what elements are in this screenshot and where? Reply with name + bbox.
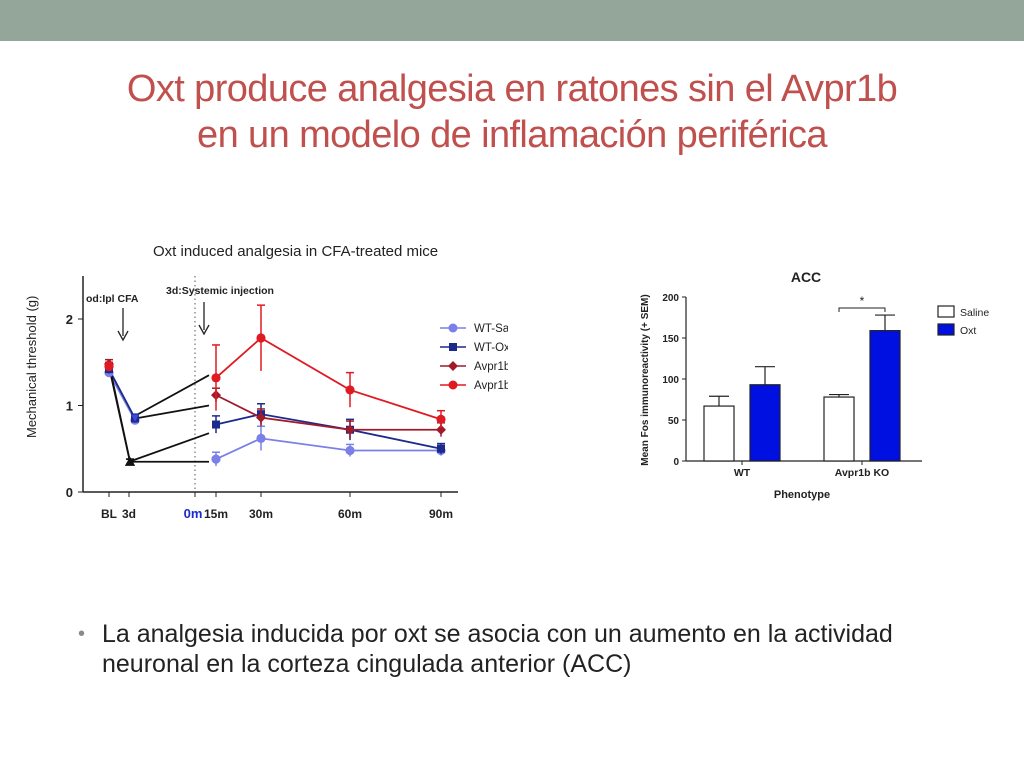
line-chart: Oxt induced analgesia in CFA-treated mic… xyxy=(24,243,508,521)
bridge-line-wt-lower xyxy=(134,404,210,420)
data-point xyxy=(436,414,446,424)
legend-marker xyxy=(448,323,458,333)
bar-chart-bars: * xyxy=(703,294,901,462)
legend-marker xyxy=(449,343,457,351)
legend-label: WT-Oxt n=12 xyxy=(474,342,508,354)
legend-label: Saline xyxy=(960,307,989,319)
data-point xyxy=(125,456,135,466)
data-point xyxy=(211,373,221,383)
bar-chart-x-label: Phenotype xyxy=(774,489,830,501)
data-point xyxy=(211,454,221,464)
bar-chart-title: ACC xyxy=(791,269,821,285)
data-point xyxy=(104,361,114,372)
y-tick-label: 150 xyxy=(662,334,679,345)
line-chart-lines xyxy=(108,336,442,463)
series-line-post xyxy=(215,413,442,450)
significance-label: * xyxy=(860,294,865,308)
legend-label: WT-Sal n=11 xyxy=(474,323,508,335)
legend-marker xyxy=(448,380,458,390)
y-tick-label: 100 xyxy=(662,375,679,386)
series-line-post xyxy=(215,336,442,421)
y-tick-label: 50 xyxy=(668,416,680,427)
legend-marker xyxy=(448,361,458,371)
line-chart-axes: 0 1 2 BL 3d 0m 15m 30m 60m 90m od:Ipl CFA 3d:System… xyxy=(66,276,458,521)
line-chart-y-label: Mechanical threshold (g) xyxy=(24,296,39,438)
data-point xyxy=(345,385,355,395)
series-line-post xyxy=(215,437,441,460)
y-tick-label: 200 xyxy=(662,293,679,304)
legend-swatch xyxy=(937,323,955,336)
slide-title-line-2: en un modelo de inflamación periférica xyxy=(197,114,828,156)
x-tick-label: 0m xyxy=(184,506,203,521)
bar xyxy=(823,396,855,462)
bullet-dot-icon: • xyxy=(78,623,86,645)
data-point xyxy=(436,424,446,435)
series-line-post xyxy=(215,394,441,431)
x-tick-label: Avpr1b KO xyxy=(835,467,889,479)
y-tick-label: 1 xyxy=(66,399,73,414)
arrow-cfa-head xyxy=(117,330,129,342)
bar xyxy=(869,330,901,462)
series-line-pre xyxy=(108,366,131,462)
x-tick-label: BL xyxy=(101,507,117,521)
significance-bracket xyxy=(838,307,886,312)
data-point xyxy=(131,414,139,422)
data-point xyxy=(345,424,355,435)
x-tick-label: 90m xyxy=(429,507,453,521)
bullet-text: La analgesia inducida por oxt se asocia … xyxy=(102,620,893,678)
slide-title: Oxt produce analgesia en ratones sin el … xyxy=(20,66,1004,158)
bar-chart-y-label: Mean Fos immunoreactivity (+ SEM) xyxy=(640,294,651,465)
legend-swatch xyxy=(937,305,955,318)
x-tick-label: 60m xyxy=(338,507,362,521)
data-point xyxy=(256,412,266,423)
legend-label: Oxt xyxy=(960,325,976,337)
x-tick-label: WT xyxy=(734,467,751,479)
y-tick-label: 2 xyxy=(66,312,73,327)
data-point xyxy=(212,420,220,429)
bar-chart: ACC Mean Fos immunoreactivity (+ SEM) Ph… xyxy=(640,269,989,501)
line-chart-marks xyxy=(104,304,446,467)
data-point xyxy=(437,444,445,453)
series-line-pre xyxy=(108,368,136,419)
slide-title-line-1: Oxt produce analgesia en ratones sin el … xyxy=(126,68,898,110)
x-tick-label: 3d xyxy=(122,507,136,521)
y-tick-label: 0 xyxy=(673,457,679,468)
line-chart-title: Oxt induced analgesia in CFA-treated mic… xyxy=(153,243,438,260)
x-tick-label: 15m xyxy=(204,507,228,521)
data-point xyxy=(256,433,266,443)
arrow-injection-head xyxy=(198,324,210,336)
bar xyxy=(749,384,781,462)
data-point xyxy=(345,445,355,456)
data-point xyxy=(256,333,266,343)
annotation-cfa: od:Ipl CFA xyxy=(86,293,139,305)
annotation-injection: 3d:Systemic injection xyxy=(166,285,274,297)
top-accent-bar xyxy=(0,0,1024,41)
bullet-point: • La analgesia inducida por oxt se asoci… xyxy=(78,619,978,679)
bridge-line-wt-upper xyxy=(134,374,210,417)
y-tick-label: 0 xyxy=(66,485,73,500)
bar xyxy=(703,405,735,462)
bar-chart-legend: Saline Oxt xyxy=(937,305,989,337)
x-tick-label: 30m xyxy=(249,507,273,521)
bridge-line-ko-upper xyxy=(128,432,210,463)
